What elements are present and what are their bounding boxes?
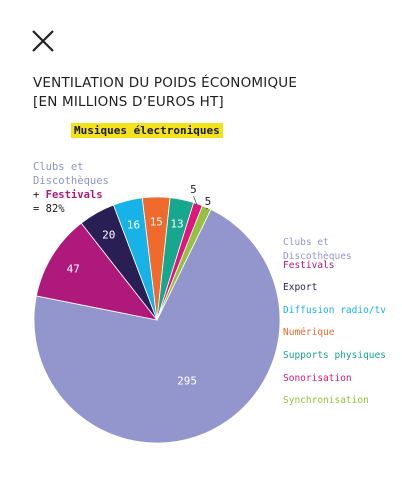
data-label-4: 15 [150, 216, 163, 229]
data-label-0: 295 [177, 375, 197, 388]
legend-item-4: Numérique [283, 327, 335, 339]
note-total: = 82% [33, 203, 65, 215]
legend-item-5: Supports physiques [283, 349, 386, 361]
legend-item-0: Clubs et Discothèques [283, 237, 352, 262]
legend-item-3: Diffusion radio/tv [283, 304, 386, 316]
data-label-5: 13 [170, 218, 183, 231]
pie-slice-7 [156, 205, 212, 321]
note-festivals-line: + Festivals [33, 188, 109, 202]
note-clubs-line: Clubs et [33, 161, 84, 173]
note-plus: + [33, 189, 46, 201]
legend-item-2: Export [283, 282, 318, 294]
leader-line-6 [193, 195, 198, 207]
close-icon[interactable] [32, 30, 54, 52]
legend-item-7: Synchronisation [283, 395, 369, 407]
data-label-2: 20 [102, 228, 115, 241]
title-line-2: [EN MILLIONS D’EUROS HT] [33, 94, 224, 110]
data-label-1: 47 [67, 262, 80, 275]
note-festivals: Festivals [45, 189, 103, 201]
leader-line-7 [205, 207, 209, 210]
title-line-1: VENTILATION DU POIDS ÉCONOMIQUE [33, 75, 298, 91]
chart-title: VENTILATION DU POIDS ÉCONOMIQUE [EN MILL… [33, 74, 297, 112]
legend-item-1: Festivals [283, 259, 335, 271]
legend: Clubs et Discothèques Festivals Export Diff… [283, 236, 402, 417]
data-label-3: 16 [127, 218, 140, 231]
genre-tag: Musiques électroniques [71, 123, 223, 138]
legend-item-6: Sonorisation [283, 372, 352, 384]
pie-slice-1 [35, 222, 158, 321]
data-label-7: 5 [205, 195, 212, 208]
data-label-6: 5 [190, 183, 197, 196]
note-discotheques-line: Discothèques [33, 175, 109, 187]
share-note: Clubs et Discothèques + Festivals = 82% [33, 160, 109, 216]
pie-slice-0 [33, 208, 281, 444]
